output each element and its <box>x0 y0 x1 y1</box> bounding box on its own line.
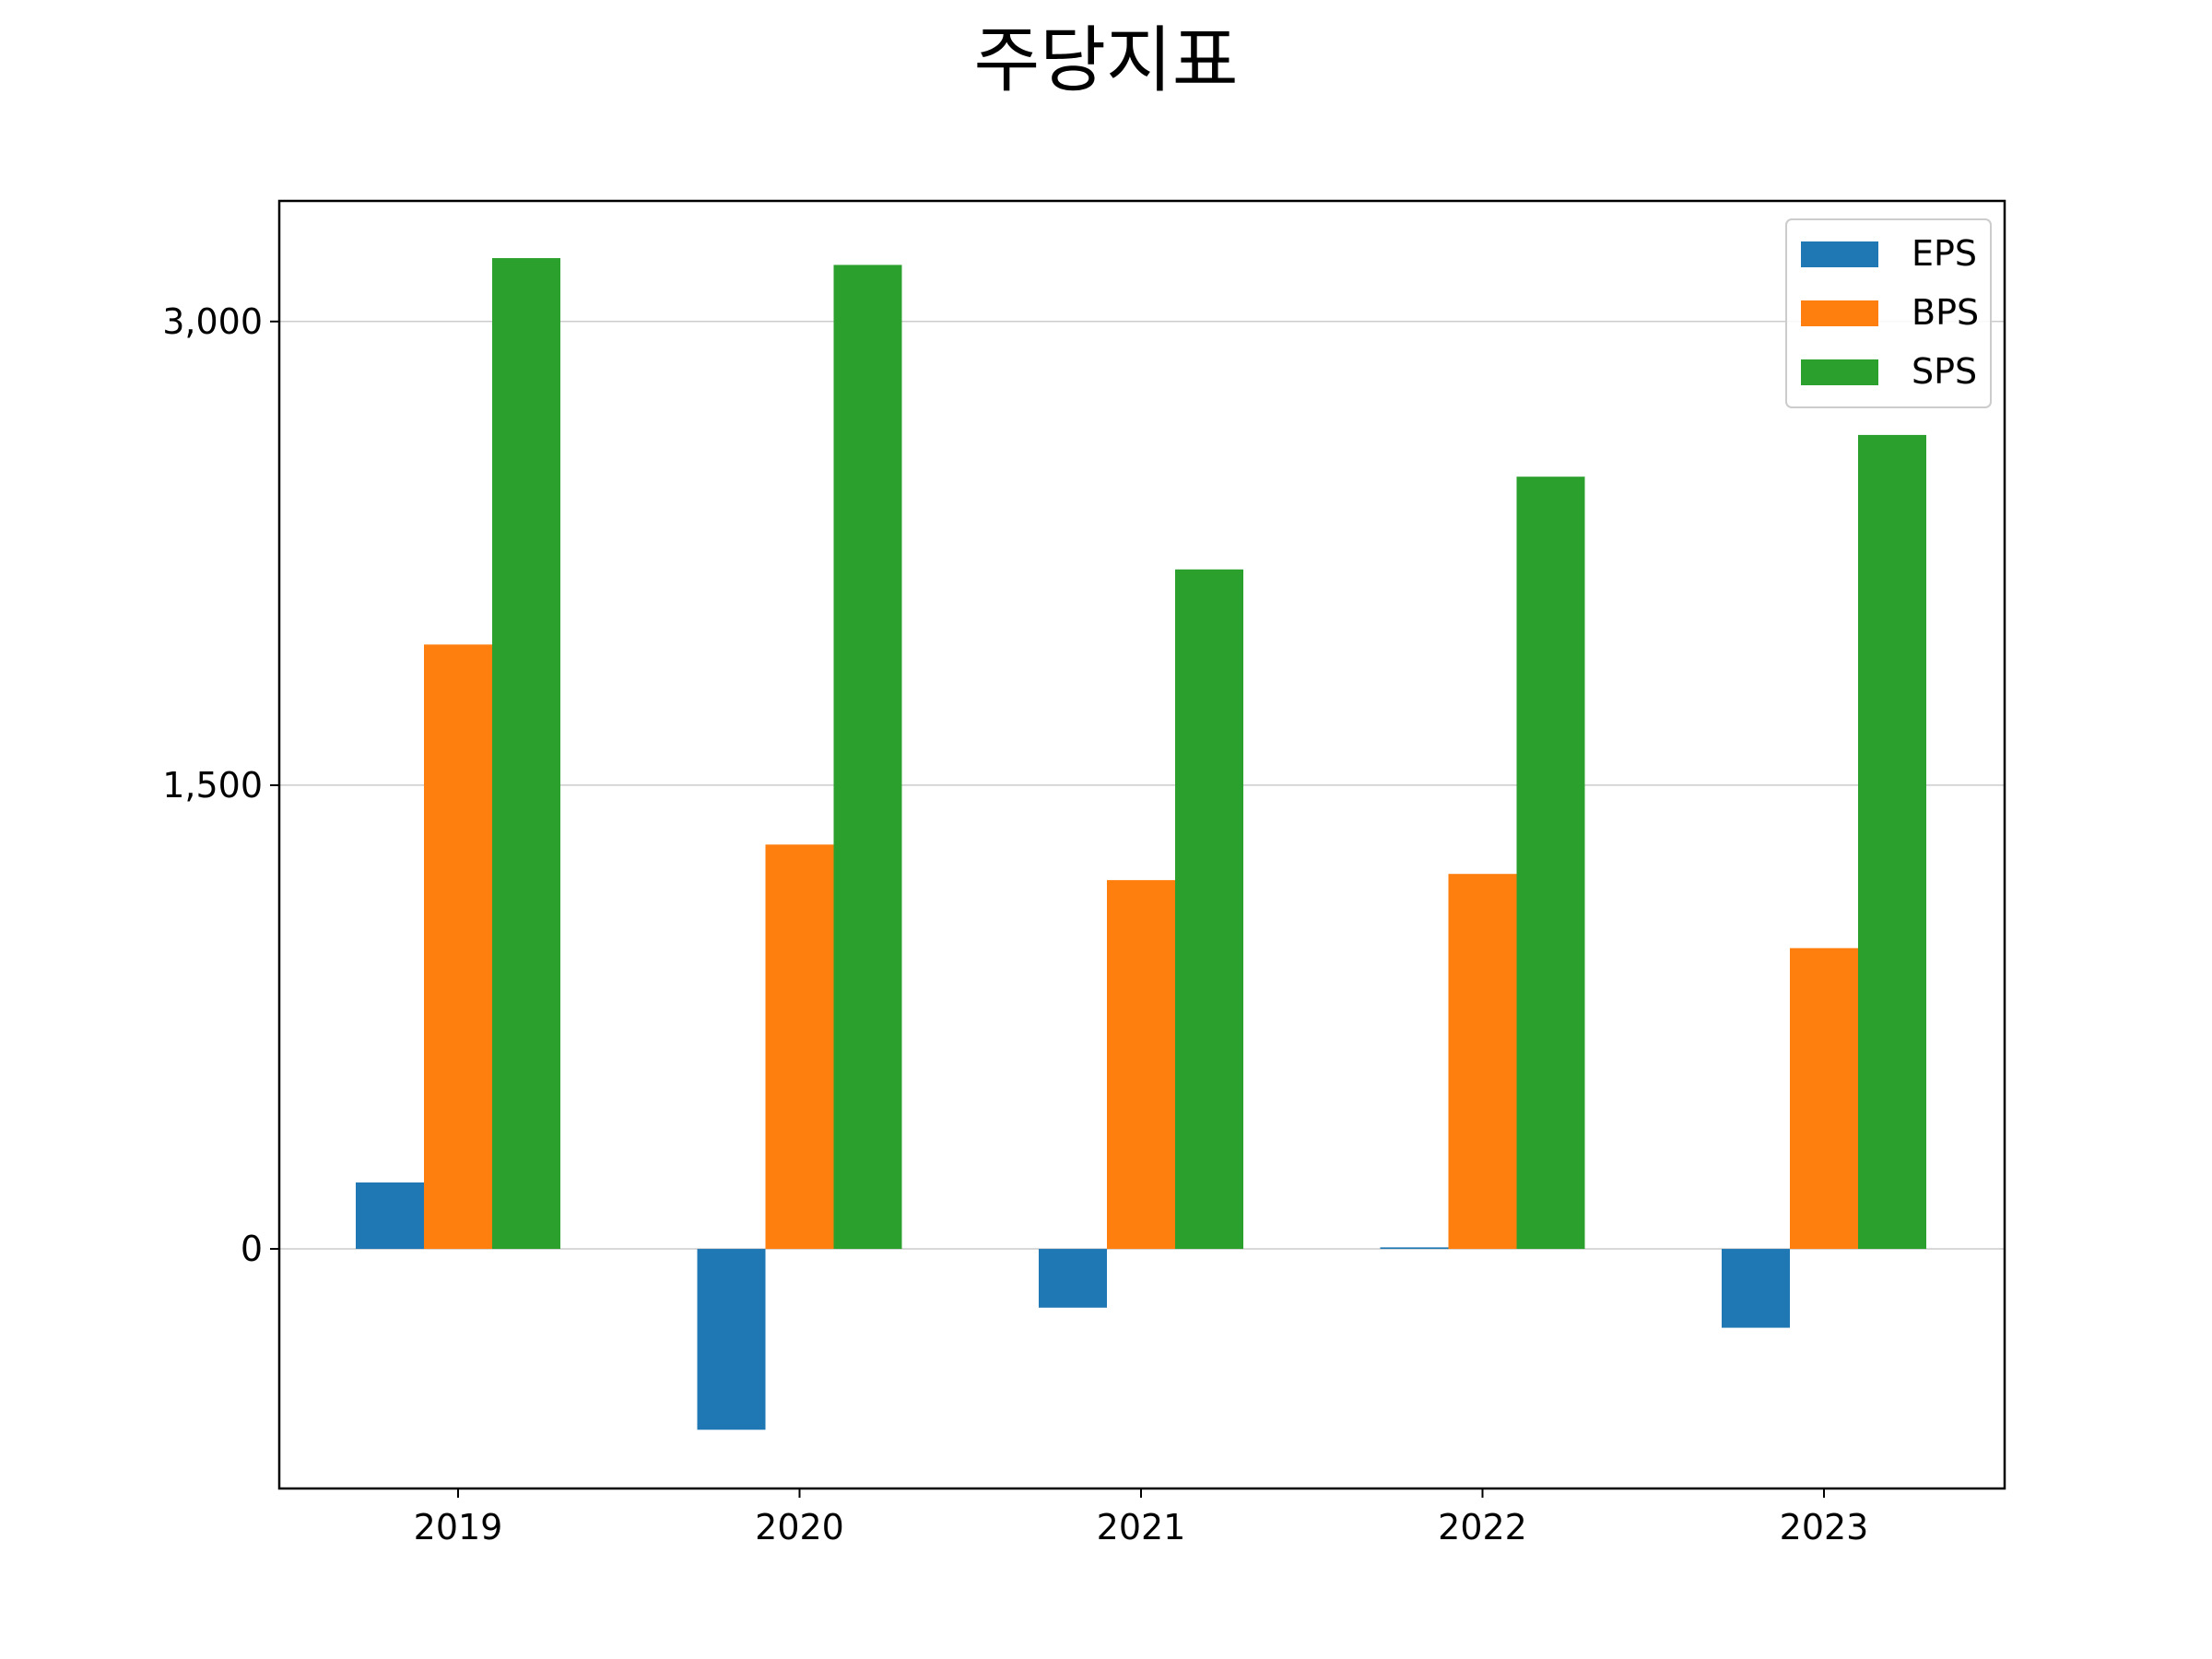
x-tick-label: 2019 <box>414 1507 503 1547</box>
bar-eps-2020 <box>697 1249 766 1430</box>
legend[interactable]: EPS BPS SPS <box>1785 218 1992 408</box>
bar-eps-2021 <box>1039 1249 1107 1308</box>
x-axis: 2019 2020 2021 2022 2023 <box>414 1488 1869 1547</box>
bars-layer <box>356 258 1926 1430</box>
legend-label-sps: SPS <box>1912 351 1977 392</box>
bar-bps-2020 <box>765 844 834 1250</box>
bar-bps-2019 <box>424 644 492 1250</box>
x-tick-label: 2021 <box>1097 1507 1186 1547</box>
grid-layer <box>279 321 2005 1250</box>
legend-swatch-sps <box>1801 359 1878 385</box>
legend-label-eps: EPS <box>1912 233 1977 274</box>
bar-sps-2020 <box>833 265 902 1250</box>
y-tick-label: 3,000 <box>162 301 263 342</box>
y-tick-label: 0 <box>241 1229 263 1269</box>
x-tick-label: 2023 <box>1780 1507 1869 1547</box>
bar-sps-2022 <box>1516 477 1585 1250</box>
chart-title: 주당지표 <box>973 19 1238 102</box>
bar-bps-2021 <box>1107 879 1175 1250</box>
bar-eps-2019 <box>356 1182 424 1250</box>
legend-swatch-eps <box>1801 241 1878 267</box>
bar-eps-2022 <box>1380 1247 1449 1250</box>
bar-sps-2023 <box>1858 434 1926 1250</box>
x-tick-label: 2022 <box>1438 1507 1527 1547</box>
bar-sps-2019 <box>492 258 560 1250</box>
bar-eps-2023 <box>1722 1249 1790 1328</box>
bar-bps-2023 <box>1790 947 1858 1250</box>
y-tick-label: 1,500 <box>162 765 263 806</box>
bar-bps-2022 <box>1448 874 1517 1250</box>
x-tick-label: 2020 <box>755 1507 844 1547</box>
y-axis: 0 1,500 3,000 <box>162 301 279 1269</box>
legend-swatch-bps <box>1801 300 1878 326</box>
legend-label-bps: BPS <box>1912 292 1979 333</box>
bar-sps-2021 <box>1175 569 1243 1250</box>
